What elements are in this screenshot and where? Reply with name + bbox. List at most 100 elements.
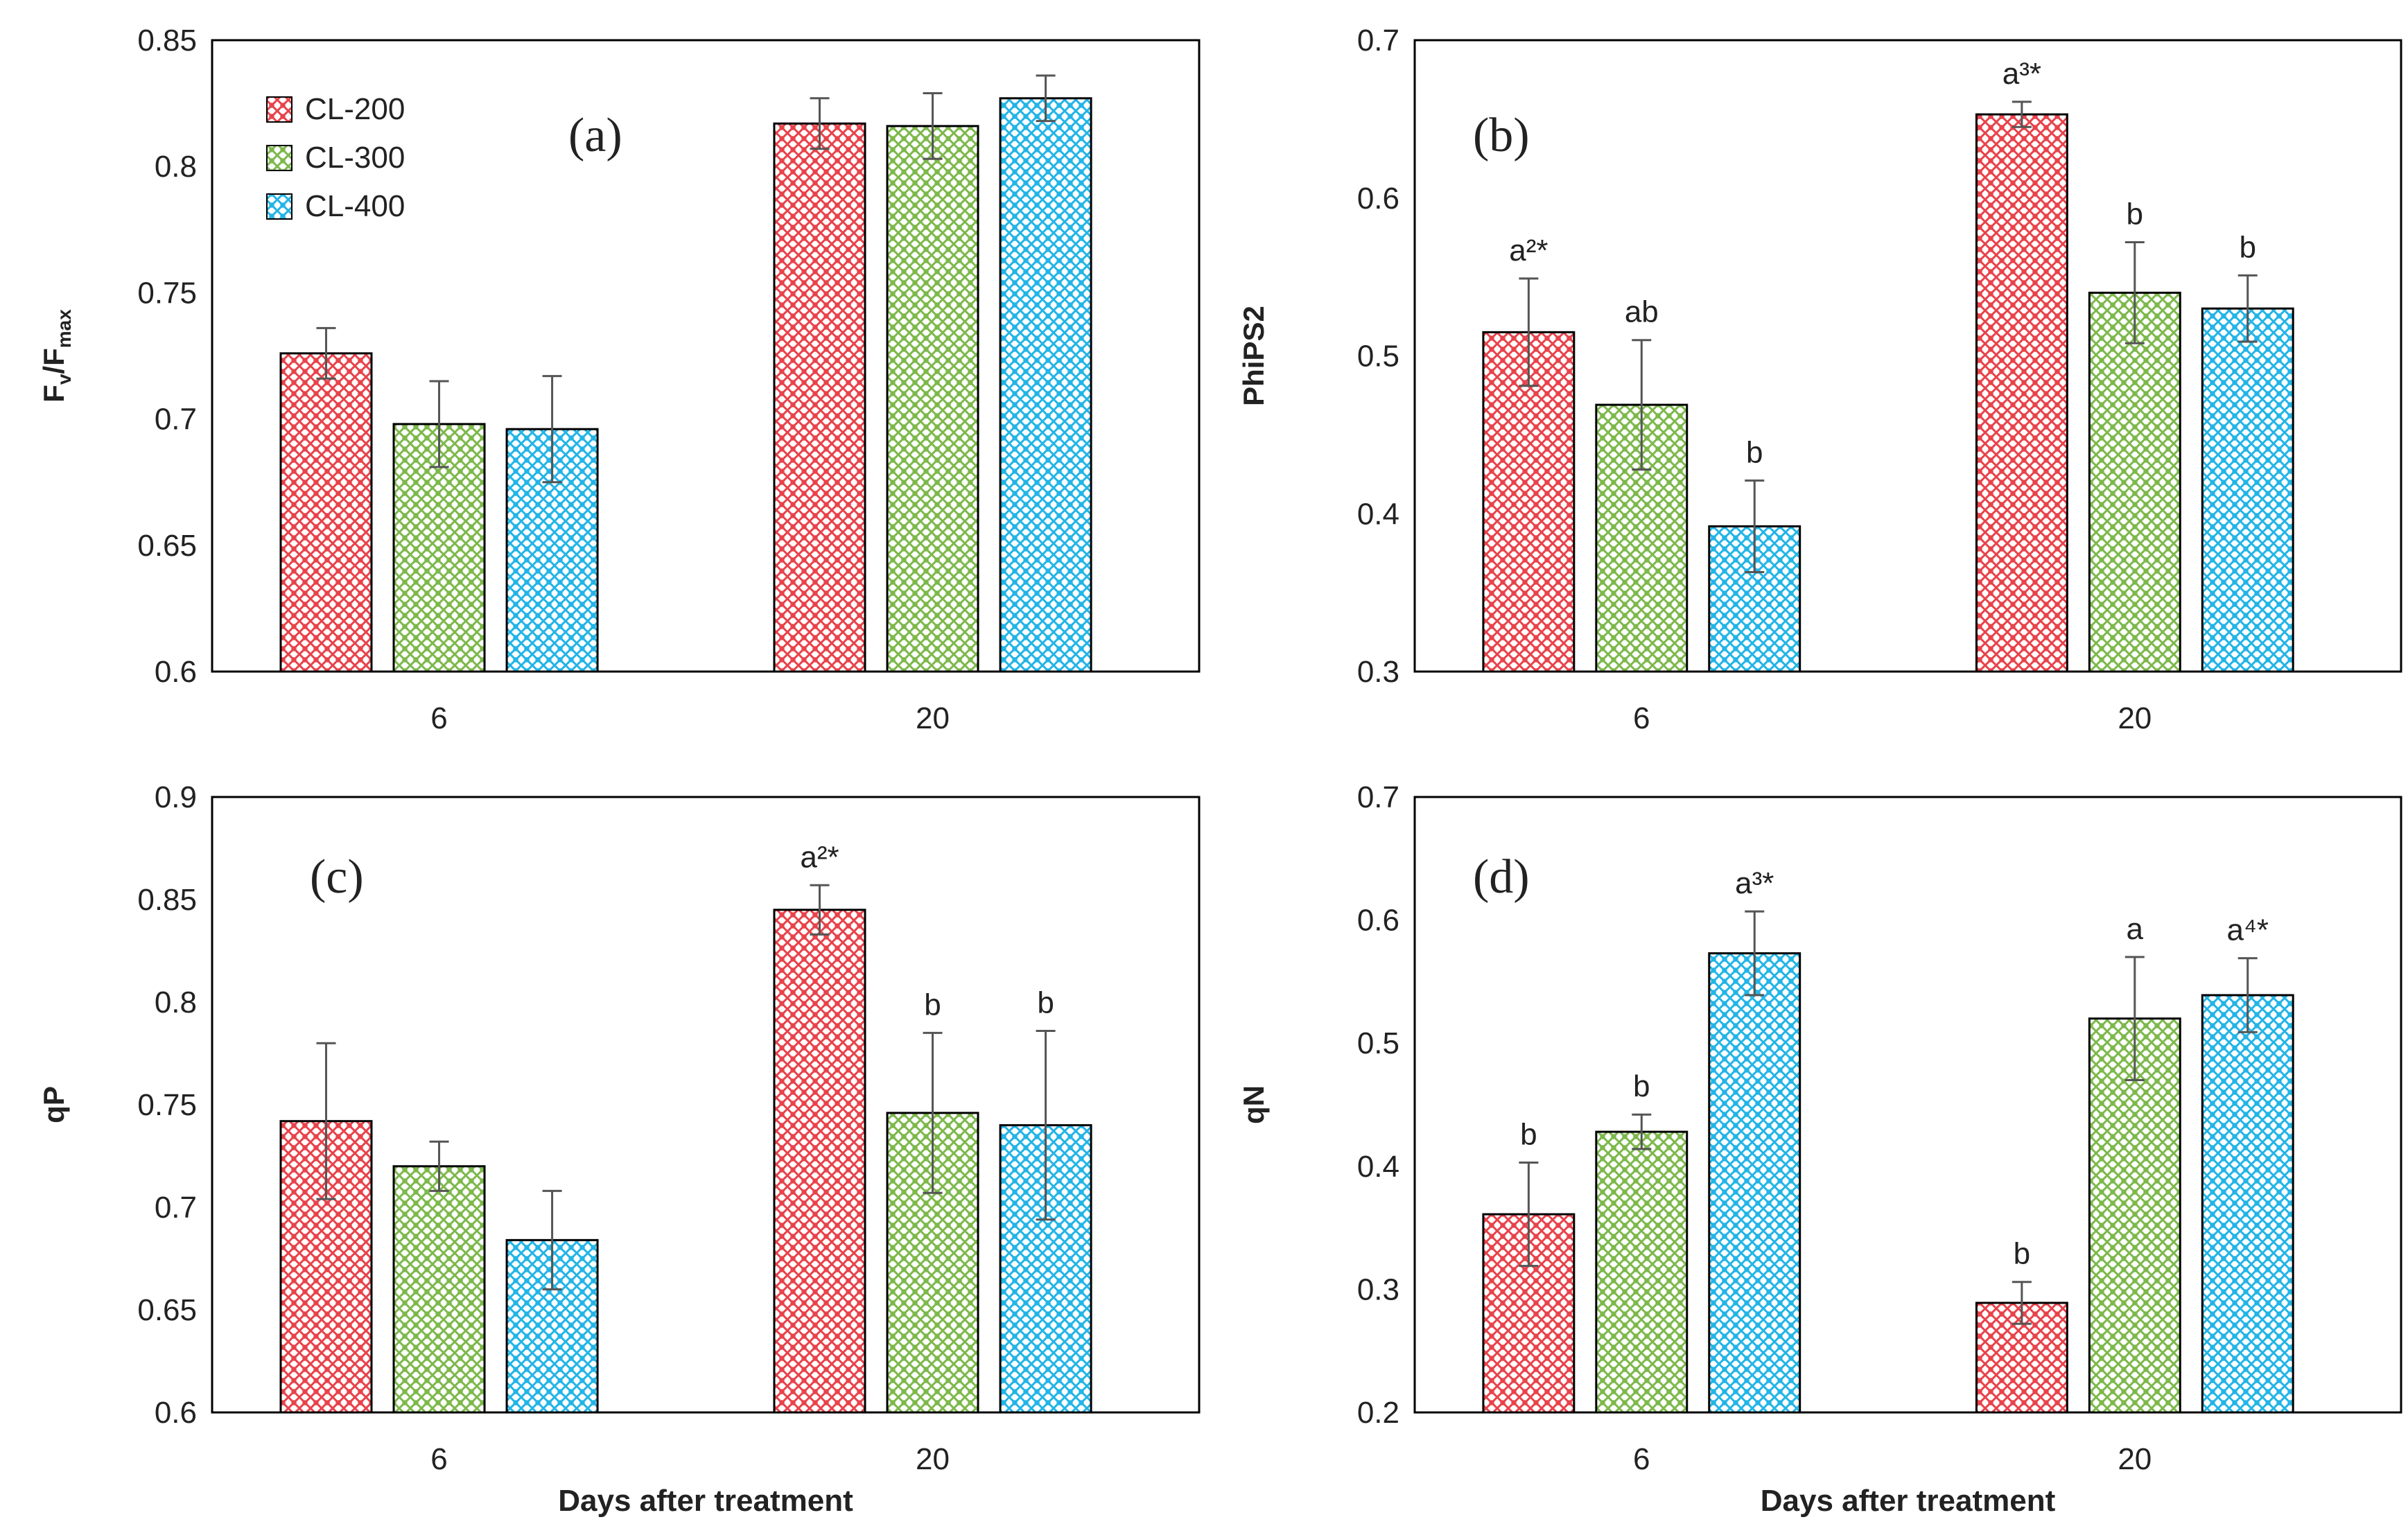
bar-cl-300-day-20 <box>2088 1017 2181 1414</box>
y-tick-label: 0.8 <box>155 986 197 1019</box>
y-tick-label: 0.5 <box>1357 1026 1399 1060</box>
chart-panel-4: 0.2 0.3 0.4 0.5 0.6 0.7 6 20 b b b a a³* a⁴* qN Days af… <box>1237 780 2402 1518</box>
error-bar <box>542 375 562 484</box>
significance-label: b <box>2239 230 2256 264</box>
x-tick-label: 20 <box>2118 701 2152 735</box>
y-tick-label: 0.65 <box>137 1293 197 1327</box>
error-bar <box>1632 1113 1652 1150</box>
y-tick-label: 0.4 <box>1357 1150 1399 1184</box>
y-tick-label: 0.7 <box>1357 24 1399 58</box>
y-axis-label: Fv/Fmax <box>37 309 75 403</box>
y-tick-label: 0.85 <box>137 883 197 917</box>
significance-label: a⁴* <box>2226 913 2269 947</box>
y-tick-label: 0.6 <box>155 1396 197 1430</box>
legend-swatch-cl-200 <box>266 96 293 123</box>
bar-cl-200-day-6 <box>279 352 373 673</box>
bar-cl-300-day-6 <box>1595 1130 1689 1414</box>
y-tick-label: 0.5 <box>1357 340 1399 374</box>
significance-label: b <box>1037 986 1054 1019</box>
error-bar <box>429 380 449 468</box>
error-bar <box>2125 956 2145 1081</box>
error-bar <box>810 97 830 150</box>
error-bar <box>542 1189 562 1290</box>
bar-cl-300-day-6 <box>392 1165 486 1414</box>
y-tick-label: 0.8 <box>155 150 197 184</box>
significance-label: a³* <box>2003 57 2041 91</box>
y-tick-label: 0.7 <box>1357 780 1399 814</box>
legend-label-cl-400: CL-400 <box>305 189 405 223</box>
significance-label: b <box>1633 1069 1650 1103</box>
error-bar <box>429 1140 449 1192</box>
y-tick-label: 0.75 <box>137 276 197 310</box>
y-tick-label: 0.7 <box>155 403 197 437</box>
y-tick-label: 0.85 <box>137 24 197 58</box>
error-bar <box>1036 1029 1056 1221</box>
significance-label: b <box>1520 1117 1537 1151</box>
chart-panel-1: 0.6 0.65 0.7 0.75 0.8 0.85 6 20 Fv/Fmax (a) <box>37 24 1201 735</box>
y-axis-label: qP <box>37 1086 70 1123</box>
legend: CL-200 CL-300 CL-400 <box>266 92 405 223</box>
legend-label-cl-300: CL-300 <box>305 141 405 175</box>
y-tick-label: 0.6 <box>1357 904 1399 938</box>
significance-label: a <box>2127 912 2144 946</box>
y-tick-label: 0.75 <box>137 1088 197 1122</box>
error-bar <box>1632 339 1652 471</box>
x-tick-label: 20 <box>2118 1442 2152 1476</box>
x-tick-label: 20 <box>916 701 950 735</box>
error-bar <box>1745 479 1765 574</box>
x-tick-label: 6 <box>1633 1442 1650 1476</box>
x-axis-label: Days after treatment <box>1761 1484 2056 1518</box>
chart-panel-2: 0.3 0.4 0.5 0.6 0.7 6 20 a²* a³* ab b b b PhiPS2 (b) <box>1237 24 2402 735</box>
y-tick-label: 0.3 <box>1357 655 1399 689</box>
bar-cl-400-day-20 <box>2201 307 2294 673</box>
error-bar <box>1036 74 1056 123</box>
x-tick-label: 6 <box>1633 701 1650 735</box>
error-bar <box>923 1031 943 1194</box>
bar-cl-400-day-6 <box>1708 952 1801 1414</box>
panel-label: (b) <box>1473 109 1530 162</box>
y-tick-label: 0.6 <box>1357 182 1399 216</box>
bar-cl-400-day-20 <box>999 97 1092 673</box>
error-bar <box>316 326 336 380</box>
y-axis-label: qN <box>1237 1085 1270 1124</box>
bar-cl-400-day-20 <box>2201 994 2294 1414</box>
bar-cl-300-day-20 <box>2088 291 2181 673</box>
panel-label: (a) <box>568 109 622 162</box>
y-tick-label: 0.65 <box>137 529 197 563</box>
error-bar <box>1745 910 1765 997</box>
y-tick-label: 0.6 <box>155 655 197 689</box>
significance-label: ab <box>1625 295 1659 329</box>
y-tick-label: 0.7 <box>155 1191 197 1225</box>
error-bar <box>2125 241 2145 344</box>
panel-label: (c) <box>310 850 364 904</box>
y-tick-label: 0.3 <box>1357 1272 1399 1306</box>
y-tick-label: 0.4 <box>1357 497 1399 531</box>
bar-cl-200-day-20 <box>773 122 866 673</box>
significance-label: b <box>2014 1237 2030 1271</box>
bar-cl-300-day-20 <box>886 125 979 673</box>
significance-label: a²* <box>1509 234 1548 268</box>
error-bar <box>923 92 943 160</box>
significance-label: a³* <box>1735 866 1774 900</box>
x-tick-label: 6 <box>430 701 447 735</box>
bar-cl-400-day-20 <box>999 1124 1092 1414</box>
bar-cl-200-day-20 <box>773 909 866 1414</box>
y-tick-label: 0.2 <box>1357 1396 1399 1430</box>
x-axis-label: Days after treatment <box>558 1484 853 1518</box>
significance-label: b <box>2127 198 2143 231</box>
y-tick-label: 0.9 <box>155 780 197 814</box>
legend-label-cl-200: CL-200 <box>305 92 405 126</box>
error-bar <box>2012 1281 2032 1325</box>
chart-panel-3: 0.6 0.65 0.7 0.75 0.8 0.85 0.9 6 20 a²* b b qP Days a… <box>37 780 1201 1518</box>
significance-label: a²* <box>800 840 839 874</box>
error-bar <box>1519 1161 1539 1268</box>
bar-cl-200-day-6 <box>1482 331 1576 673</box>
legend-swatch-cl-300 <box>266 145 293 171</box>
significance-label: b <box>924 988 941 1022</box>
significance-label: b <box>1746 435 1763 469</box>
error-bar <box>2012 100 2032 128</box>
bar-cl-400-day-6 <box>505 1238 599 1414</box>
error-bar <box>810 884 830 936</box>
error-bar <box>2237 274 2258 343</box>
